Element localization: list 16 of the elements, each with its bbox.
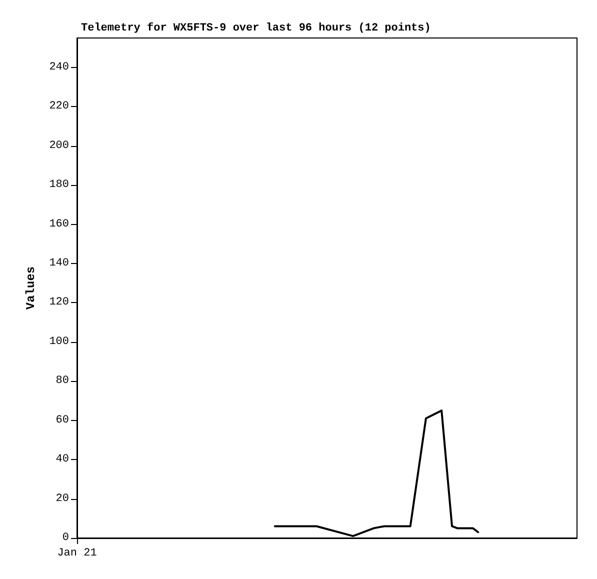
y-tick-label: 140 [49,257,69,270]
chart-title: Telemetry for WX5FTS-9 over last 96 hours (12 points) [81,22,431,34]
y-tick-label: 0 [62,532,69,544]
y-tick-label: 200 [49,140,69,152]
y-tick-label: 220 [49,100,69,113]
y-tick-label: 80 [56,375,69,388]
y-tick-label: 240 [49,61,69,74]
y-tick-label: 160 [49,218,69,230]
y-tick-label: 120 [49,296,69,309]
y-tick-label: 180 [49,179,69,192]
y-tick-label: 100 [49,336,69,348]
x-tick-label: Jan 21 [57,548,98,560]
y-tick-label: 60 [56,414,69,426]
y-tick-label: 40 [56,454,69,466]
y-axis-title: Values [24,266,38,310]
y-tick-label: 20 [56,492,69,505]
